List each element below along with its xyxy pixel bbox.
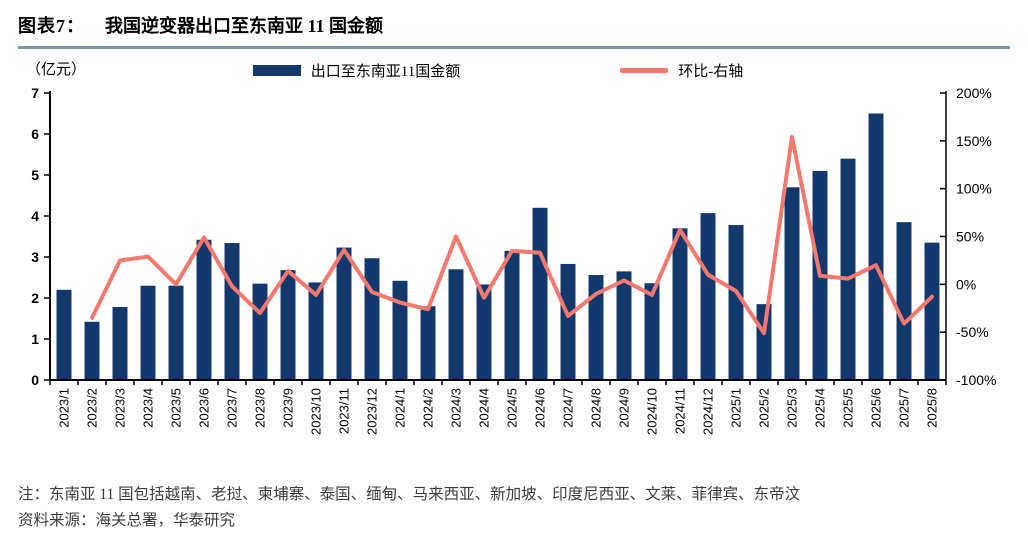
left-axis-tick-label: 7 bbox=[31, 85, 39, 101]
left-axis-tick-label: 1 bbox=[31, 331, 39, 347]
x-axis-label: 2024/7 bbox=[561, 388, 576, 428]
left-axis-tick-label: 3 bbox=[31, 249, 39, 265]
x-axis-label: 2024/3 bbox=[449, 388, 464, 428]
legend-line-label: 环比-右轴 bbox=[678, 64, 744, 80]
right-axis-tick-label: 0% bbox=[956, 276, 976, 292]
x-axis-label: 2023/8 bbox=[253, 388, 268, 428]
bar bbox=[364, 258, 380, 380]
bar bbox=[672, 228, 688, 380]
x-axis-label: 2023/4 bbox=[141, 388, 156, 428]
bar bbox=[700, 213, 716, 380]
legend-bar-swatch bbox=[252, 65, 301, 76]
x-axis-label: 2024/1 bbox=[393, 388, 408, 428]
legend-item-mom: 环比-右轴 bbox=[620, 60, 743, 81]
x-axis-label: 2025/7 bbox=[897, 388, 912, 428]
bar bbox=[560, 263, 576, 380]
bar bbox=[924, 242, 940, 380]
left-axis-tick-label: 0 bbox=[31, 372, 39, 388]
bar bbox=[56, 289, 72, 380]
bar bbox=[896, 222, 912, 380]
x-axis-label: 2024/10 bbox=[645, 388, 660, 435]
right-axis-tick-label: 50% bbox=[956, 229, 984, 245]
bar bbox=[448, 269, 464, 380]
x-axis-label: 2023/9 bbox=[281, 388, 296, 428]
x-axis-label: 2023/2 bbox=[85, 388, 100, 428]
x-axis-label: 2025/4 bbox=[813, 388, 828, 428]
x-axis-label: 2024/12 bbox=[701, 388, 716, 435]
mom-line bbox=[90, 135, 934, 336]
right-axis-tick-label: -50% bbox=[956, 324, 989, 340]
left-axis-tick-label: 6 bbox=[31, 126, 39, 142]
legend-line-swatch bbox=[620, 68, 669, 73]
bar bbox=[308, 282, 324, 380]
bar bbox=[84, 321, 100, 380]
bar bbox=[784, 187, 800, 380]
x-axis-label: 2023/6 bbox=[197, 388, 212, 428]
bar bbox=[616, 271, 632, 380]
x-axis-label: 2024/9 bbox=[617, 388, 632, 428]
bar bbox=[280, 270, 296, 380]
bar bbox=[336, 247, 352, 380]
source-line: 资料来源：海关总署，华泰研究 bbox=[18, 512, 236, 529]
bar bbox=[644, 283, 660, 380]
x-axis-label: 2024/5 bbox=[505, 388, 520, 428]
figure-notes: 注：东南亚 11 国包括越南、老挝、柬埔寨、泰国、缅甸、马来西亚、新加坡、印度尼… bbox=[18, 482, 1010, 534]
bar bbox=[868, 113, 884, 380]
x-axis-label: 2024/2 bbox=[421, 388, 436, 428]
x-axis-label: 2025/1 bbox=[729, 388, 744, 428]
bar bbox=[168, 285, 184, 380]
x-axis-label: 2025/8 bbox=[925, 388, 940, 428]
x-axis-label: 2023/5 bbox=[169, 388, 184, 428]
right-axis-tick-label: -100% bbox=[956, 372, 996, 388]
figure-title: 我国逆变器出口至东南亚 11 国金额 bbox=[105, 16, 384, 36]
x-axis-label: 2025/3 bbox=[785, 388, 800, 428]
left-axis-tick-label: 2 bbox=[31, 290, 39, 306]
legend-item-export: 出口至东南亚11国金额 bbox=[252, 60, 461, 81]
x-axis-label: 2025/5 bbox=[841, 388, 856, 428]
x-axis-label: 2023/3 bbox=[113, 388, 128, 428]
x-axis-label: 2025/6 bbox=[869, 388, 884, 428]
figure-label: 图表7： bbox=[18, 16, 85, 36]
bar bbox=[112, 307, 128, 380]
chart-legend: 出口至东南亚11国金额 环比-右轴 bbox=[50, 60, 946, 81]
right-axis-tick-label: 100% bbox=[956, 181, 992, 197]
x-axis-label: 2024/8 bbox=[589, 388, 604, 428]
x-axis-label: 2025/2 bbox=[757, 388, 772, 428]
x-axis-label: 2024/4 bbox=[477, 388, 492, 428]
x-axis-label: 2023/12 bbox=[365, 388, 380, 435]
bar bbox=[588, 275, 604, 380]
bar bbox=[840, 158, 856, 380]
bar bbox=[532, 207, 548, 380]
bar bbox=[392, 280, 408, 380]
note-line: 注：东南亚 11 国包括越南、老挝、柬埔寨、泰国、缅甸、马来西亚、新加坡、印度尼… bbox=[18, 486, 801, 503]
x-axis-label: 2023/10 bbox=[309, 388, 324, 435]
left-axis-tick-label: 4 bbox=[31, 208, 39, 224]
right-axis-tick-label: 200% bbox=[956, 85, 992, 101]
legend-bar-label: 出口至东南亚11国金额 bbox=[310, 64, 461, 80]
x-axis-label: 2023/7 bbox=[225, 388, 240, 428]
bar bbox=[224, 243, 240, 380]
bar bbox=[140, 285, 156, 380]
left-axis-tick-label: 5 bbox=[31, 167, 39, 183]
bar bbox=[476, 284, 492, 380]
bar bbox=[504, 250, 520, 380]
bar bbox=[252, 283, 268, 380]
bar bbox=[420, 306, 436, 380]
figure-header: 图表7： 我国逆变器出口至东南亚 11 国金额 bbox=[18, 12, 1010, 49]
bar bbox=[756, 304, 772, 380]
x-axis-label: 2023/1 bbox=[57, 388, 72, 428]
bar bbox=[728, 225, 744, 380]
x-axis-label: 2023/11 bbox=[337, 388, 352, 434]
x-axis-label: 2024/11 bbox=[673, 388, 688, 434]
x-axis-label: 2024/6 bbox=[533, 388, 548, 428]
bar bbox=[196, 239, 212, 380]
left-axis-unit-label: （亿元） bbox=[26, 62, 87, 78]
right-axis-tick-label: 150% bbox=[956, 133, 992, 149]
